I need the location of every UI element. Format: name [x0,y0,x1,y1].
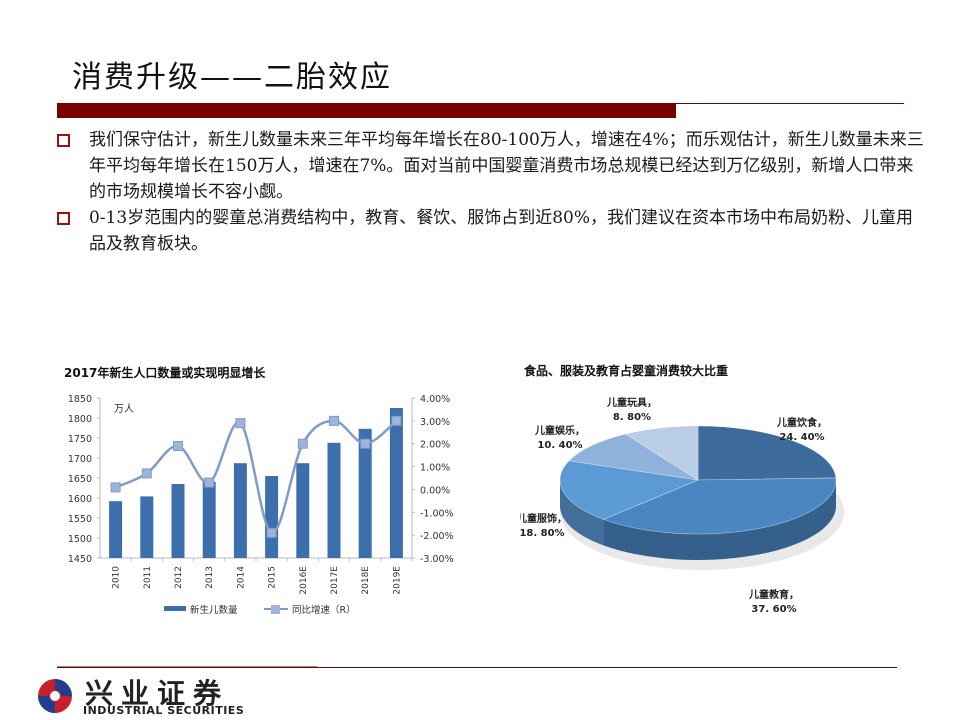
svg-text:1800: 1800 [68,414,92,425]
svg-text:-2.00%: -2.00% [420,531,454,542]
square-bullet-icon [57,134,70,147]
svg-text:1500: 1500 [68,534,92,545]
logo-emblem-icon [38,679,72,713]
svg-text:同比增速（R）: 同比增速（R） [292,604,356,616]
svg-text:新生儿数量: 新生儿数量 [190,604,238,616]
svg-text:8. 80%: 8. 80% [613,412,651,423]
svg-text:2.00%: 2.00% [420,440,450,451]
svg-text:2013: 2013 [205,566,215,589]
logo-english-name: INDUSTRIAL SECURITIES [83,704,245,717]
svg-text:2017E: 2017E [330,566,340,595]
bullet-text: 我们保守估计，新生儿数量未来三年平均每年增长在80-100万人，增速在4%；而乐… [89,130,924,202]
svg-text:1450: 1450 [68,554,92,565]
svg-text:4.00%: 4.00% [420,394,450,405]
bullet-list: 我们保守估计，新生儿数量未来三年平均每年增长在80-100万人，增速在4%；而乐… [55,127,925,257]
bullet-item: 我们保守估计，新生儿数量未来三年平均每年增长在80-100万人，增速在4%；而乐… [55,127,925,205]
title-divider-line [676,103,904,104]
birth-chart-plot: 1850 1800 1750 1700 1650 1600 1550 1500 1450 4.00… [68,394,454,616]
svg-text:2016E: 2016E [299,566,309,595]
svg-text:1650: 1650 [68,474,92,485]
svg-text:1550: 1550 [68,514,92,525]
svg-text:儿童玩具，: 儿童玩具， [606,396,657,409]
svg-text:儿童教育，: 儿童教育， [748,588,799,601]
svg-text:37. 60%: 37. 60% [751,604,796,615]
svg-text:10. 40%: 10. 40% [537,440,582,451]
birth-chart: 2017年新生人口数量或实现明显增长 1850 1800 1750 1700 1650 1… [60,364,480,624]
svg-text:-1.00%: -1.00% [420,508,454,519]
svg-text:1850: 1850 [68,394,92,405]
svg-text:3.00%: 3.00% [420,417,450,428]
pie-plot: 儿童饮食， 24. 40% 儿童教育， 37. 60% 儿童服饰， 18. 80% 儿童娱乐… [520,396,844,615]
birth-chart-title: 2017年新生人口数量或实现明显增长 [64,366,266,380]
title-accent-bar [57,103,676,118]
svg-text:儿童服饰，: 儿童服饰， [520,512,567,525]
slide-title: 消费升级——二胎效应 [72,60,392,95]
pie-chart-title: 食品、服装及教育占婴童消费较大比重 [524,364,729,378]
svg-text:儿童饮食，: 儿童饮食， [776,416,827,429]
svg-text:-3.00%: -3.00% [420,554,454,565]
bullet-text: 0-13岁范围内的婴童总消费结构中，教育、餐饮、服饰占到近80%，我们建议在资本… [89,208,913,254]
svg-text:儿童娱乐，: 儿童娱乐， [534,424,585,437]
svg-text:2011: 2011 [143,566,153,589]
company-logo: 兴业证券 INDUSTRIAL SECURITIES [35,674,275,718]
svg-text:1.00%: 1.00% [420,463,450,474]
footer-divider-line [57,667,897,668]
svg-text:2018E: 2018E [361,566,371,595]
svg-text:2012: 2012 [174,566,184,589]
logo-chinese-name: 兴业证券 [85,677,230,710]
svg-text:万人: 万人 [114,403,134,415]
square-bullet-icon [57,212,70,225]
svg-text:18. 80%: 18. 80% [520,528,565,539]
svg-text:1700: 1700 [68,454,92,465]
svg-text:2015: 2015 [268,566,278,589]
svg-text:2019E: 2019E [392,566,402,595]
svg-text:2014: 2014 [236,566,246,589]
svg-text:0.00%: 0.00% [420,485,450,496]
svg-text:1600: 1600 [68,494,92,505]
bullet-item: 0-13岁范围内的婴童总消费结构中，教育、餐饮、服饰占到近80%，我们建议在资本… [55,205,925,257]
svg-text:1750: 1750 [68,434,92,445]
svg-text:2010: 2010 [112,566,122,589]
consumption-pie-chart: 食品、服装及教育占婴童消费较大比重 儿童饮食， 24. 40% 儿童教育， 37. 6… [520,362,880,632]
svg-text:24. 40%: 24. 40% [779,432,824,443]
